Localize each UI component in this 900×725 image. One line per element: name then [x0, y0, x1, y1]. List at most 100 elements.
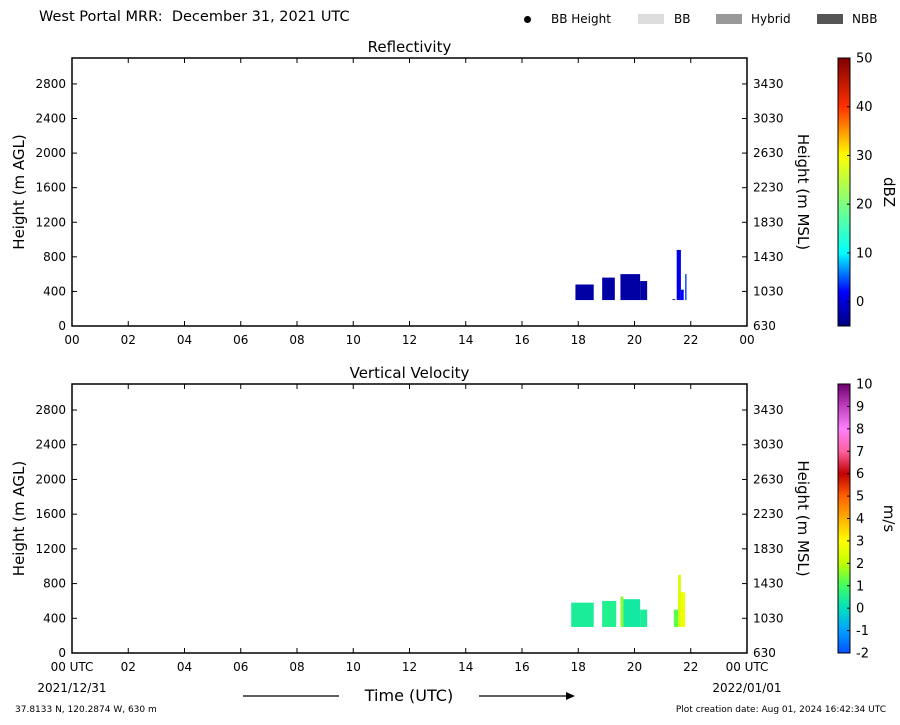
- x-tick-label: 02: [121, 660, 136, 674]
- echo-block: [623, 599, 641, 627]
- y2-tick-label: 3430: [753, 403, 784, 417]
- x-tick-label: 04: [177, 660, 192, 674]
- y-tick-label: 800: [43, 250, 66, 264]
- y2-tick-label: 1030: [753, 611, 784, 625]
- x-tick-label: 20: [627, 660, 642, 674]
- x-tick-label: 00: [64, 333, 79, 347]
- y2-tick-label: 1830: [753, 215, 784, 229]
- colorbar-label: m/s: [880, 505, 898, 533]
- y-tick-label: 800: [43, 577, 66, 591]
- legend-swatch-hybrid-icon: [716, 14, 742, 24]
- x-tick-label: 16: [514, 333, 529, 347]
- legend-swatch-bb-icon: [638, 14, 664, 24]
- x-tick-label: 00 UTC: [51, 660, 94, 674]
- y-tick-label: 2000: [35, 472, 66, 486]
- y-tick-label: 1200: [35, 215, 66, 229]
- y2-axis-label: Height (m MSL): [794, 460, 812, 576]
- y2-tick-label: 3030: [753, 438, 784, 452]
- y2-tick-label: 1430: [753, 250, 784, 264]
- echo-block: [685, 274, 687, 301]
- colorbar-tick-label: -2: [856, 647, 869, 662]
- y-tick-label: 0: [58, 319, 66, 333]
- colorbar-tick-label: 10: [856, 378, 873, 393]
- y-axis-label: Height (m AGL): [10, 461, 28, 576]
- x-tick-label: 12: [402, 660, 417, 674]
- y-tick-label: 1600: [35, 181, 66, 195]
- creation-date-note: Plot creation date: Aug 01, 2024 16:42:3…: [675, 705, 886, 715]
- x-tick-label: 04: [177, 333, 192, 347]
- y2-tick-label: 3430: [753, 77, 784, 91]
- legend-label-hybrid: Hybrid: [751, 12, 791, 26]
- x-end-date: 2022/01/01: [712, 681, 781, 695]
- echo-block: [680, 289, 684, 301]
- x-start-date: 2021/12/31: [37, 681, 106, 695]
- x-tick-label: 22: [683, 333, 698, 347]
- legend-label-bb: BB: [674, 12, 691, 26]
- colorbar-tick-label: 4: [856, 512, 864, 527]
- x-tick-label: 18: [571, 333, 586, 347]
- location-note: 37.8133 N, 120.2874 W, 630 m: [15, 705, 157, 715]
- y2-tick-label: 630: [753, 319, 776, 333]
- y2-tick-label: 2230: [753, 181, 784, 195]
- echo-block: [672, 299, 676, 301]
- x-tick-label: 10: [346, 333, 361, 347]
- y2-tick-label: 630: [753, 646, 776, 660]
- echo-block: [602, 277, 615, 301]
- legend-label-bb-height: BB Height: [551, 12, 611, 26]
- echo-block: [640, 609, 648, 627]
- x-tick-label: 06: [233, 333, 248, 347]
- y2-tick-label: 2630: [753, 146, 784, 160]
- legend-label-nbb: NBB: [852, 12, 878, 26]
- y-tick-label: 1200: [35, 542, 66, 556]
- echo-block: [676, 249, 681, 301]
- echo-block: [673, 609, 679, 627]
- y-tick-label: 2000: [35, 146, 66, 160]
- x-axis-label: Time (UTC): [364, 686, 453, 705]
- colorbar-tick-label: 2: [856, 557, 864, 572]
- colorbar-tick-label: 40: [856, 100, 873, 115]
- y-tick-label: 2400: [35, 438, 66, 452]
- y2-tick-label: 2230: [753, 507, 784, 521]
- colorbar-tick-label: 7: [856, 445, 864, 460]
- x-tick-label: 00: [739, 333, 754, 347]
- y-tick-label: 1600: [35, 507, 66, 521]
- x-tick-label: 10: [346, 660, 361, 674]
- y2-tick-label: 1030: [753, 284, 784, 298]
- x-axis-arrowhead-icon: [566, 692, 575, 700]
- echo-block: [640, 281, 648, 301]
- chart-title: Reflectivity: [368, 38, 452, 56]
- x-tick-label: 02: [121, 333, 136, 347]
- colorbar-tick-label: 5: [856, 490, 864, 505]
- colorbar-tick-label: 30: [856, 149, 873, 164]
- y-tick-label: 2800: [35, 77, 66, 91]
- y-tick-label: 2800: [35, 403, 66, 417]
- y2-tick-label: 1430: [753, 577, 784, 591]
- x-tick-label: 06: [233, 660, 248, 674]
- y-axis-label: Height (m AGL): [10, 134, 28, 249]
- y-tick-label: 400: [43, 284, 66, 298]
- colorbar-tick-label: 9: [856, 400, 864, 415]
- y-tick-label: 0: [58, 646, 66, 660]
- legend-marker-bb-height-icon: [524, 16, 531, 23]
- echo-block: [620, 274, 641, 301]
- colorbar-tick-label: 0: [856, 602, 864, 617]
- colorbar-tick-label: 20: [856, 198, 873, 213]
- colorbar-label: dBZ: [880, 177, 898, 207]
- y2-axis-label: Height (m MSL): [794, 134, 812, 250]
- colorbar-tick-label: 50: [856, 52, 873, 67]
- x-tick-label: 08: [289, 333, 304, 347]
- page-title: West Portal MRR: December 31, 2021 UTC: [39, 9, 350, 25]
- y2-tick-label: 1830: [753, 542, 784, 556]
- x-tick-label: 12: [402, 333, 417, 347]
- colorbar-tick-label: 8: [856, 422, 864, 437]
- colorbar-tick-label: 0: [856, 295, 864, 310]
- x-tick-label: 14: [458, 333, 473, 347]
- chart-title: Vertical Velocity: [350, 364, 470, 382]
- colorbar-tick-label: 6: [856, 467, 864, 482]
- legend-swatch-nbb-icon: [817, 14, 843, 24]
- echo-block: [602, 600, 617, 627]
